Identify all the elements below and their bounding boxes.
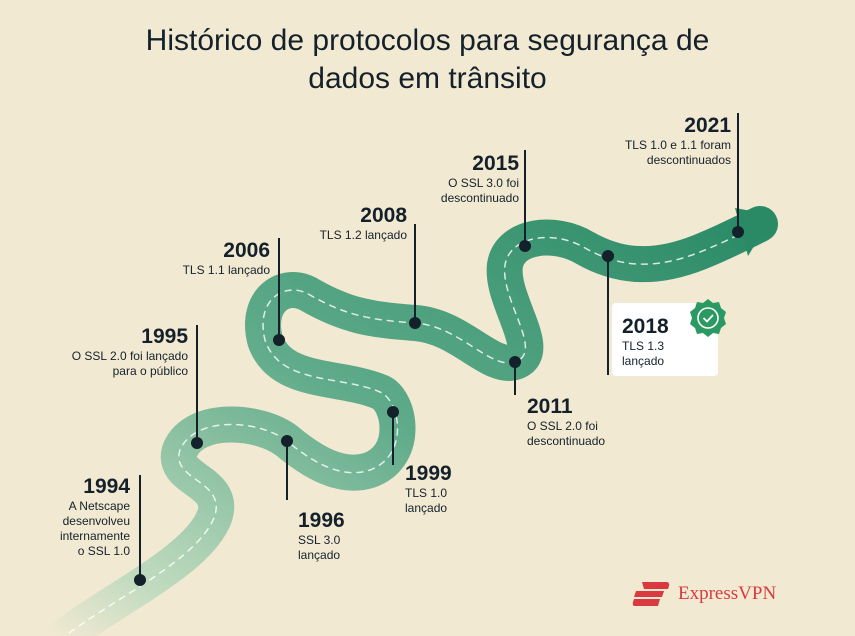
marker-1995 xyxy=(191,437,203,449)
marker-1999 xyxy=(387,406,399,418)
event-2021: 2021 TLS 1.0 e 1.1 foram descontinuados xyxy=(624,114,731,167)
marker-2021 xyxy=(732,226,744,238)
marker-1996 xyxy=(281,435,293,447)
event-2018: 2018 TLS 1.3 lançado xyxy=(622,315,669,368)
event-2011: 2011 O SSL 2.0 foi descontinuado xyxy=(527,395,606,448)
marker-2006 xyxy=(273,334,285,346)
arrow-head-icon xyxy=(735,208,773,256)
marker-1994 xyxy=(134,574,146,586)
expressvpn-logo-icon xyxy=(632,582,670,606)
event-2008: 2008 TLS 1.2 lançado xyxy=(319,204,407,242)
event-1999: 1999 TLS 1.0 lançado xyxy=(405,462,452,515)
marker-2018 xyxy=(602,250,614,262)
event-1996: 1996 SSL 3.0 lançado xyxy=(298,509,345,562)
event-2006: 2006 TLS 1.1 lançado xyxy=(182,239,270,277)
event-2015: 2015 O SSL 3.0 foi descontinuado xyxy=(440,152,519,205)
event-1995: 1995 O SSL 2.0 foi lançado para o público xyxy=(71,325,188,378)
brand-logo: ExpressVPN xyxy=(632,581,776,607)
event-1994: 1994 A Netscape desenvolveu internamente o … xyxy=(59,475,130,558)
page-title: Histórico de protocolos para segurança d… xyxy=(145,24,710,95)
marker-2011 xyxy=(509,356,521,368)
marker-2015 xyxy=(519,240,531,252)
marker-2008 xyxy=(409,317,421,329)
